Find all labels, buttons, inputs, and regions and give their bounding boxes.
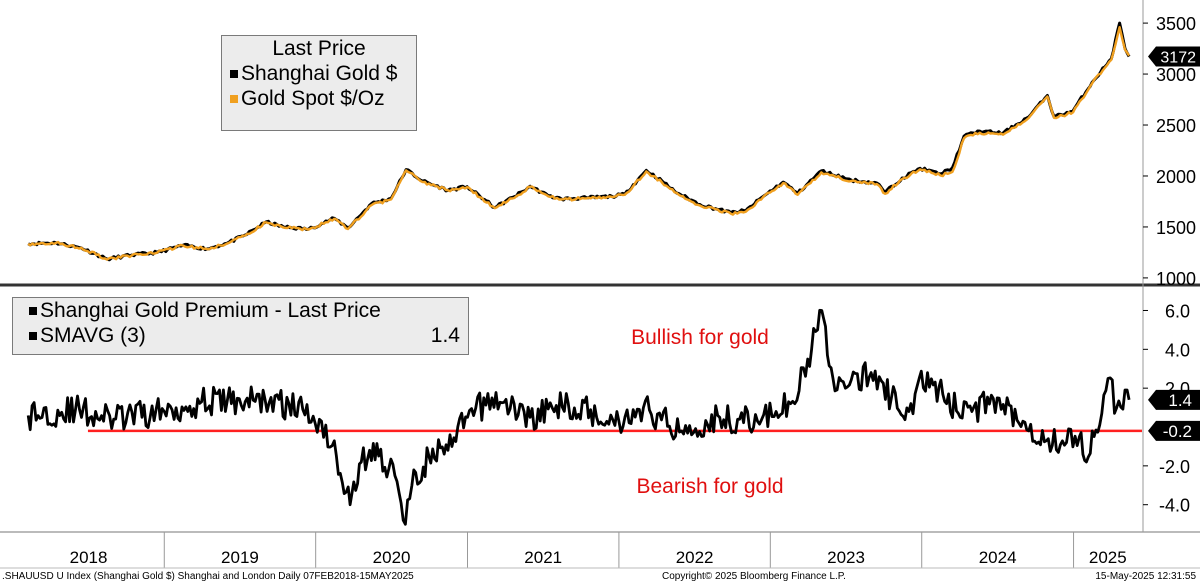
legend-label-gold-spot: Gold Spot $/Oz: [241, 87, 385, 110]
y-tick-label-top: 1500: [1156, 218, 1196, 238]
legend-swatch-smavg: [29, 331, 37, 340]
footer-source: .SHAUUSD U Index (Shanghai Gold $) Shang…: [2, 571, 414, 582]
legend-label-smavg: SMAVG (3): [40, 324, 146, 347]
legend-value-smavg: 1.4: [430, 324, 460, 347]
smavg-last-tag-label: 1.4: [1168, 391, 1192, 410]
x-tick-label: 2024: [979, 548, 1017, 567]
footer-copyright: Copyright© 2025 Bloomberg Finance L.P.: [662, 571, 846, 582]
x-tick-label: 2019: [221, 548, 259, 567]
annotation-bullish: Bullish for gold: [631, 326, 769, 349]
y-tick-label-top: 2500: [1156, 116, 1196, 136]
last-price-tag: [1148, 46, 1200, 67]
bottom-legend: Shanghai Gold Premium - Last Price SMAVG…: [12, 297, 469, 355]
top-legend-title: Last Price: [272, 37, 366, 60]
annotation-bearish: Bearish for gold: [636, 475, 783, 498]
y-tick-label-bottom: -4.0: [1159, 496, 1190, 516]
y-tick-label-top: 1000: [1156, 269, 1196, 289]
footer-timestamp: 15-May-2025 12:31:55: [1095, 571, 1196, 582]
x-tick-label: 2022: [676, 548, 714, 567]
y-tick-label-top: 3000: [1156, 65, 1196, 85]
series-line-premium: [26, 308, 1131, 526]
legend-swatch-orange: [230, 94, 238, 103]
legend-entry-premium: Shanghai Gold Premium - Last Price: [13, 298, 468, 323]
y-tick-label-bottom: -2.0: [1159, 457, 1190, 477]
top-legend: Last Price Shanghai Gold $ Gold Spot $/O…: [221, 35, 417, 131]
x-tick-label: 2023: [827, 548, 865, 567]
series-line-shanghai-gold: [27, 21, 1131, 262]
reference-value-tag-label: -0.2: [1163, 422, 1192, 441]
last-price-label: 3172: [1160, 50, 1196, 67]
x-tick-label: 2018: [70, 548, 108, 567]
legend-entry-smavg: SMAVG (3) 1.4: [13, 323, 468, 348]
x-tick-label: 2021: [524, 548, 562, 567]
legend-swatch-premium: [29, 306, 37, 315]
reference-value-tag: [1148, 420, 1200, 441]
legend-swatch-black: [230, 69, 238, 78]
y-tick-label-bottom: 6.0: [1165, 301, 1190, 321]
y-tick-label-top: 2000: [1156, 167, 1196, 187]
y-tick-label-bottom: 4.0: [1165, 340, 1190, 360]
smavg-last-tag: [1148, 389, 1200, 410]
y-tick-label-top: 3500: [1156, 14, 1196, 34]
legend-entry-shanghai-gold: Shanghai Gold $: [222, 61, 416, 86]
x-tick-label: 2025: [1089, 548, 1127, 567]
legend-label-shanghai-gold: Shanghai Gold $: [241, 62, 398, 85]
legend-entry-gold-spot: Gold Spot $/Oz: [222, 86, 416, 111]
series-line-gold-spot: [27, 26, 1131, 261]
legend-label-premium: Shanghai Gold Premium - Last Price: [40, 299, 381, 322]
x-tick-label: 2020: [373, 548, 411, 567]
